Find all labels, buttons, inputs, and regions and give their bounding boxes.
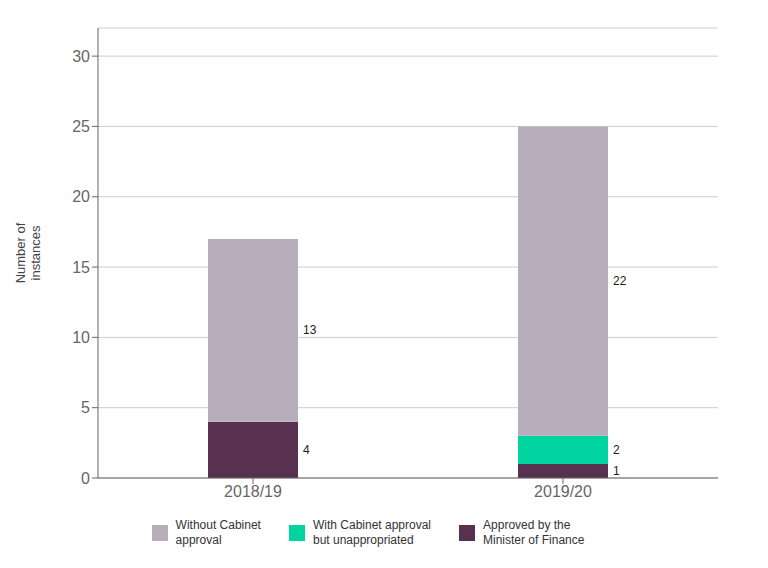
- html-text:Without Cabinet approval: Without Cabinet approval: [175, 518, 261, 547]
- svg-text:25: 25: [72, 118, 90, 135]
- html-text:Approved by the Minister of Fi: Approved by the Minister of Finance: [483, 518, 585, 547]
- svg-text:13: 13: [303, 323, 317, 337]
- svg-text:10: 10: [72, 329, 90, 346]
- svg-text:0: 0: [81, 470, 90, 487]
- svg-text:5: 5: [81, 399, 90, 416]
- html-text:With Cabinet approval but unap: With Cabinet approval but unappropriated: [313, 518, 431, 547]
- svg-text:4: 4: [303, 443, 310, 457]
- svg-text:30: 30: [72, 48, 90, 65]
- svg-text:Number ofinstances: Number ofinstances: [13, 222, 43, 283]
- svg-text:22: 22: [613, 274, 627, 288]
- svg-text:20: 20: [72, 188, 90, 205]
- svg-text:2019/20: 2019/20: [534, 483, 592, 500]
- svg-text:15: 15: [72, 259, 90, 276]
- svg-text:2018/19: 2018/19: [224, 483, 282, 500]
- svg-text:2: 2: [613, 443, 620, 457]
- svg-text:1: 1: [613, 464, 620, 478]
